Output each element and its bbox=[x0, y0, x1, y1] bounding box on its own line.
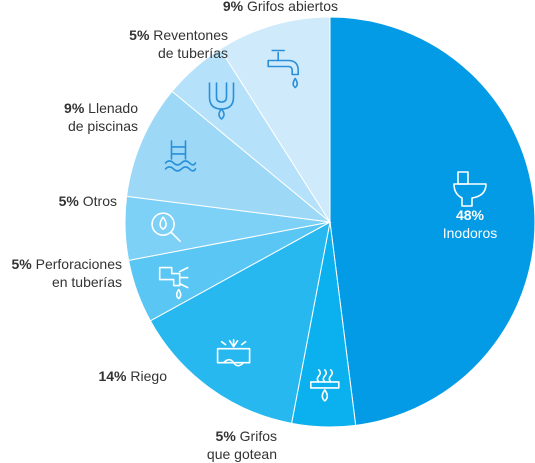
open-faucet-icon bbox=[267, 49, 300, 89]
category-label-line: de tuberías bbox=[158, 45, 228, 61]
slice-grifos-abiertos bbox=[219, 16, 331, 224]
value-label: 5% bbox=[59, 193, 83, 209]
label-llenado-de-piscinas: 9% Llenado de piscinas bbox=[64, 100, 138, 134]
value-label: 48% bbox=[456, 207, 485, 223]
slice-riego bbox=[149, 221, 331, 424]
value-label: 9% bbox=[223, 0, 247, 14]
pipe-leak-icon bbox=[158, 266, 189, 300]
label-otros: 5% Otros bbox=[59, 193, 117, 209]
slice-llenado-de-piscinas bbox=[126, 90, 332, 223]
value-label: 5% bbox=[216, 428, 240, 444]
slice-labels: 48% Inodoros 5% Grifos que gotean 14% Riego 5… bbox=[11, 0, 497, 462]
category-label-line: 5% Reventones bbox=[129, 27, 228, 43]
slice-icons bbox=[151, 49, 487, 402]
category-label: Inodoros bbox=[443, 225, 497, 241]
category-label-line: 5% Otros bbox=[59, 193, 117, 209]
category-label-line: 9% Grifos abiertos bbox=[223, 0, 338, 14]
burst-pipe-icon bbox=[208, 82, 235, 120]
category-label-line: en tuberías bbox=[52, 274, 122, 290]
category-label-line: 5% Perforaciones bbox=[11, 256, 122, 272]
label-reventones-de-tuberias: 5% Reventones de tuberías bbox=[129, 27, 228, 61]
label-perforaciones-en-tuberias: 5% Perforaciones en tuberías bbox=[11, 256, 122, 290]
category-label-line: 9% Llenado bbox=[64, 100, 138, 116]
magnifier-drop-icon bbox=[151, 212, 181, 242]
category-label-line: de piscinas bbox=[68, 118, 138, 134]
value-label: 5% bbox=[129, 27, 153, 43]
pie-slices bbox=[124, 16, 535, 428]
toilet-icon bbox=[453, 171, 487, 207]
label-riego: 14% Riego bbox=[98, 368, 167, 384]
category-label-line: 5% Grifos bbox=[216, 428, 277, 444]
irrigation-icon bbox=[216, 338, 251, 367]
value-label: 14% bbox=[98, 368, 130, 384]
pool-ladder-icon bbox=[164, 140, 197, 172]
label-grifos-abiertos: 9% Grifos abiertos bbox=[223, 0, 338, 14]
dripping-faucet-icon bbox=[309, 369, 340, 402]
category-label-line: que gotean bbox=[207, 446, 277, 462]
value-label: 5% bbox=[11, 256, 35, 272]
label-grifos-que-gotean: 5% Grifos que gotean bbox=[207, 428, 277, 462]
category-label-line: 14% Riego bbox=[98, 368, 167, 384]
label-inodoros: 48% Inodoros bbox=[443, 207, 497, 241]
value-label: 9% bbox=[64, 100, 88, 116]
slice-inodoros bbox=[329, 16, 535, 426]
